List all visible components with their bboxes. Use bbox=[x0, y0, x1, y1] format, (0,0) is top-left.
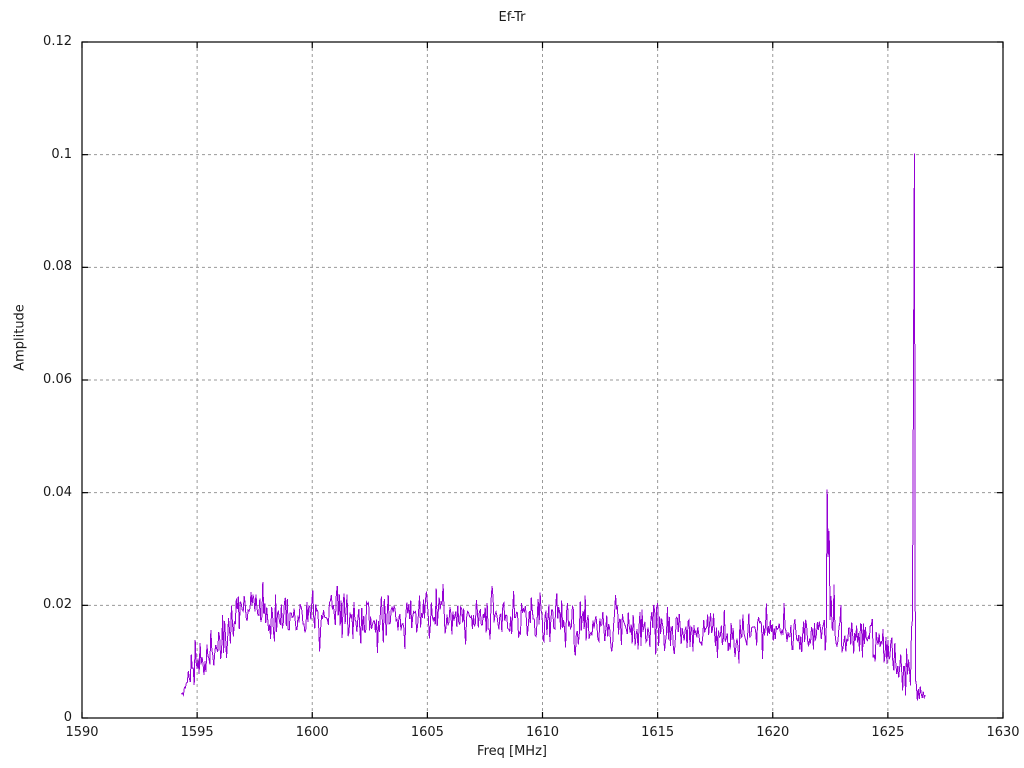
x-axis-label: Freq [MHz] bbox=[477, 744, 547, 759]
x-tick-label: 1615 bbox=[641, 725, 675, 740]
x-tick-label: 1620 bbox=[756, 725, 790, 740]
y-tick-label: 0.04 bbox=[43, 484, 72, 500]
x-tick-label: 1590 bbox=[65, 725, 99, 740]
y-tick-label: 0.02 bbox=[43, 597, 72, 613]
x-tick-label: 1595 bbox=[180, 725, 214, 740]
y-tick-label: 0 bbox=[63, 710, 72, 725]
x-tick-label: 1610 bbox=[525, 725, 560, 740]
y-tick-label: 0.1 bbox=[51, 146, 72, 162]
y-tick-label: 0.12 bbox=[43, 34, 72, 49]
y-tick-label: 0.06 bbox=[43, 372, 72, 387]
x-tick-label: 1600 bbox=[295, 725, 329, 740]
x-tick-label: 1625 bbox=[871, 725, 905, 740]
y-tick-label: 0.08 bbox=[43, 259, 72, 275]
x-tick-label: 1630 bbox=[986, 725, 1020, 740]
page-title: Ef-Tr bbox=[498, 10, 526, 25]
x-tick-label: 1605 bbox=[410, 725, 444, 740]
